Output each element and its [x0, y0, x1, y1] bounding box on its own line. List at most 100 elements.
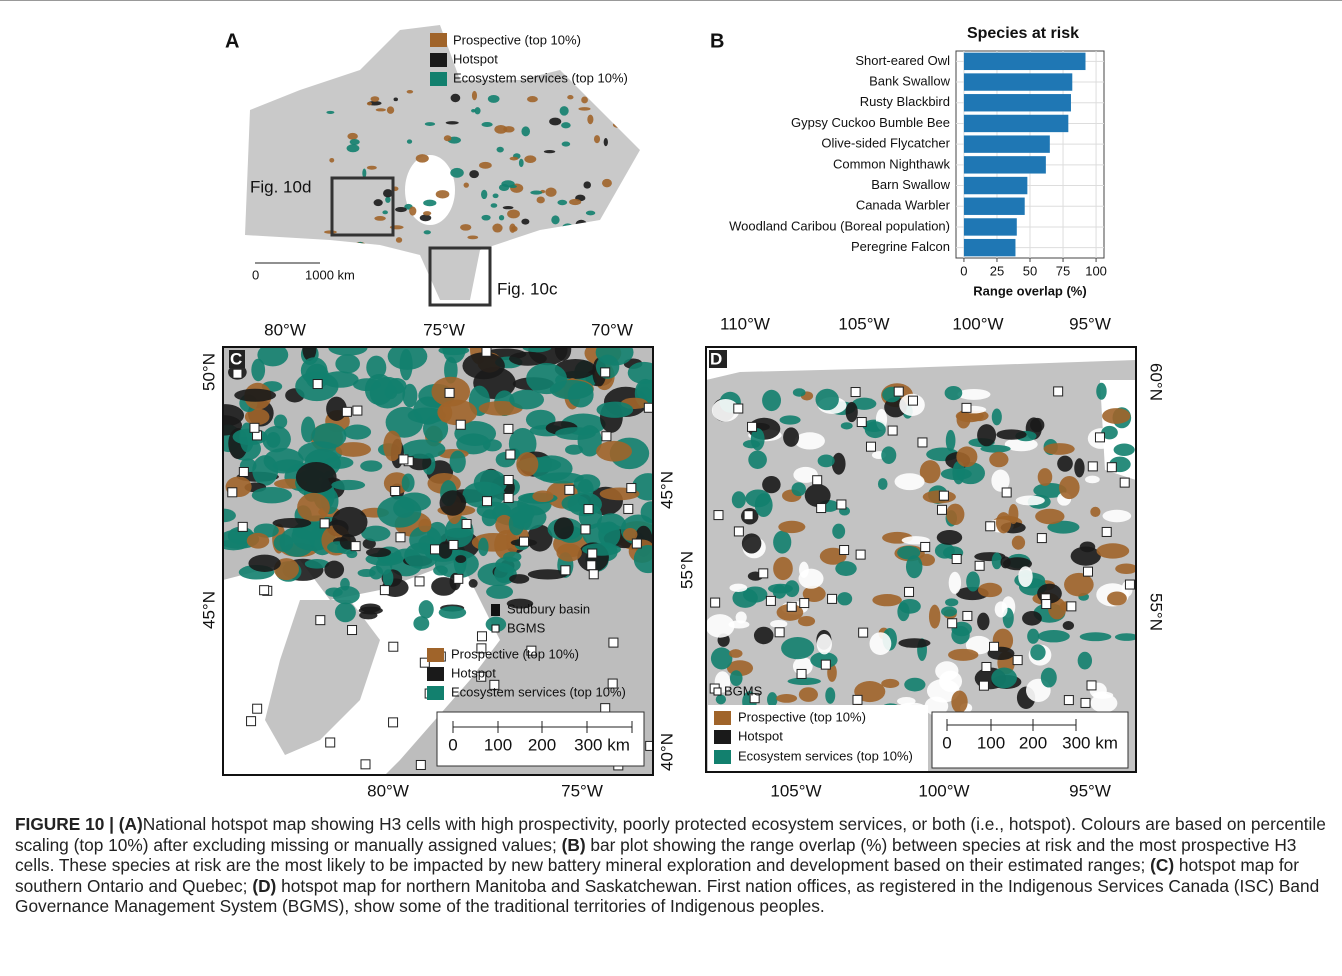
- map-patch: [494, 125, 507, 134]
- legend-swatch: [430, 72, 447, 86]
- office-marker: [766, 596, 775, 605]
- legend-label: BGMS: [507, 620, 546, 635]
- map-patch: [451, 94, 461, 102]
- coord-label: 45°N: [199, 591, 218, 629]
- legend-label: Hotspot: [453, 51, 498, 66]
- office-marker: [260, 586, 269, 595]
- map-patch: [521, 126, 530, 136]
- office-marker: [520, 537, 529, 546]
- map-patch: [374, 216, 386, 221]
- map-patch: [581, 97, 588, 104]
- map-patch: [995, 601, 1008, 617]
- map-patch: [369, 566, 383, 580]
- office-marker: [905, 587, 914, 596]
- map-patch: [407, 90, 413, 94]
- map-patch: [815, 389, 838, 410]
- map-patch: [344, 425, 372, 440]
- map-patch: [499, 215, 504, 220]
- map-patch: [895, 473, 925, 490]
- map-patch: [1078, 652, 1092, 670]
- map-patch: [499, 184, 509, 191]
- coord-label: 100°W: [918, 781, 969, 800]
- map-patch: [1063, 621, 1074, 630]
- office-marker: [859, 628, 868, 637]
- coord-label: 95°W: [1069, 314, 1111, 333]
- map-patch: [450, 168, 464, 178]
- map-patch: [1012, 536, 1025, 550]
- coord-label: 80°W: [264, 320, 306, 339]
- map-patch: [711, 647, 732, 669]
- office-marker: [238, 522, 247, 531]
- map-patch: [436, 190, 450, 198]
- office-marker: [316, 616, 325, 625]
- office-marker: [939, 491, 948, 500]
- map-patch: [537, 197, 545, 204]
- scale-label: 100: [977, 733, 1005, 752]
- office-marker: [348, 626, 357, 635]
- map-patch: [367, 102, 372, 106]
- map-patch: [579, 250, 586, 254]
- map-patch: [248, 555, 280, 572]
- office-marker: [320, 519, 329, 528]
- caption-part: (C): [1150, 855, 1174, 875]
- y-tick-label: Barn Swallow: [871, 177, 950, 192]
- map-patch: [324, 230, 337, 233]
- office-marker: [1002, 488, 1011, 497]
- office-marker: [1088, 462, 1097, 471]
- map-patch: [360, 460, 382, 471]
- y-tick-label: Bank Swallow: [869, 73, 951, 88]
- map-patch: [279, 527, 315, 557]
- coord-label: 105°W: [770, 781, 821, 800]
- map-patch: [370, 377, 405, 409]
- y-tick-label: Short-eared Owl: [855, 53, 950, 68]
- map-patch: [580, 237, 593, 246]
- map-patch: [527, 237, 531, 246]
- legend-label: Ecosystem services (top 10%): [451, 684, 626, 699]
- office-marker: [979, 681, 988, 690]
- map-patch: [832, 453, 846, 475]
- office-marker: [787, 602, 796, 611]
- bar: [964, 115, 1068, 132]
- scale-label: 100: [484, 735, 512, 754]
- office-marker: [963, 611, 972, 620]
- map-patch: [781, 637, 814, 659]
- map-patch: [770, 620, 787, 628]
- office-marker: [888, 426, 897, 435]
- legend-label: Ecosystem services (top 10%): [738, 748, 913, 763]
- coord-label: 40°N: [657, 733, 676, 771]
- map-patch: [347, 144, 360, 152]
- office-marker: [624, 504, 633, 513]
- map-patch: [560, 106, 569, 115]
- map-patch: [729, 649, 743, 658]
- office-marker: [504, 476, 513, 485]
- map-patch: [460, 224, 471, 231]
- map-patch: [521, 219, 529, 225]
- y-tick-label: Rusty Blackbird: [860, 94, 950, 109]
- legend-swatch: [430, 33, 447, 47]
- map-patch: [234, 389, 276, 402]
- map-patch: [780, 415, 801, 424]
- map-patch: [450, 450, 466, 473]
- map-patch: [445, 528, 472, 538]
- map-patch: [497, 147, 504, 153]
- map-patch: [832, 524, 845, 539]
- map-patch: [539, 237, 549, 247]
- scale-label: 200: [1019, 733, 1047, 752]
- map-patch: [798, 616, 815, 626]
- map-patch: [881, 446, 896, 464]
- office-marker: [1095, 433, 1104, 442]
- map-patch: [748, 451, 767, 469]
- office-marker: [948, 619, 957, 628]
- map-patch: [1016, 496, 1045, 506]
- map-patch: [561, 122, 571, 128]
- map-patch: [1091, 694, 1118, 713]
- map-patch: [951, 690, 967, 713]
- map-patch: [1096, 383, 1106, 400]
- map-patch: [394, 98, 398, 102]
- office-marker: [504, 493, 513, 502]
- office-marker: [837, 500, 846, 509]
- office-marker: [937, 505, 946, 514]
- caption-label: FIGURE 10 |: [15, 814, 114, 834]
- map-patch: [479, 162, 492, 169]
